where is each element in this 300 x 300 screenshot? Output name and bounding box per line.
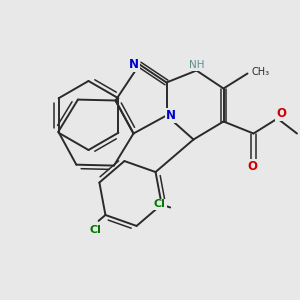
Text: O: O [247, 160, 257, 173]
Text: N: N [166, 109, 176, 122]
Text: O: O [276, 106, 286, 120]
Text: Cl: Cl [90, 225, 101, 235]
Text: CH₃: CH₃ [252, 67, 270, 77]
Text: NH: NH [189, 60, 204, 70]
Text: N: N [129, 58, 139, 71]
Text: Cl: Cl [154, 200, 166, 209]
